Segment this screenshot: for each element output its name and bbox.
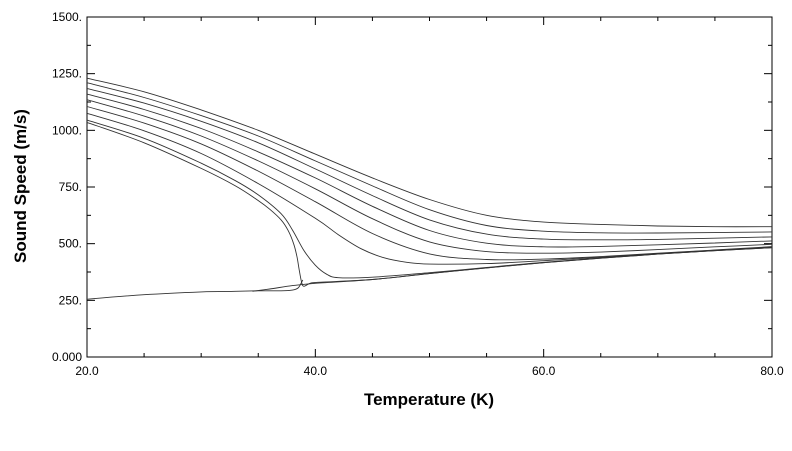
series-line-11 [252, 247, 773, 292]
x-tick-label: 40.0 [304, 364, 328, 378]
series-line-6 [86, 106, 773, 261]
y-tick-label: 750. [59, 180, 82, 194]
plot-frame [86, 16, 773, 358]
y-tick-label: 1250. [52, 67, 82, 81]
y-tick-label: 1500. [52, 10, 82, 24]
series-line-3 [86, 87, 773, 241]
series-line-4 [86, 93, 773, 248]
series-line-2 [86, 82, 773, 234]
x-tick-label: 80.0 [760, 364, 784, 378]
y-tick-label: 500. [59, 237, 82, 251]
y-tick-label: 0.000 [52, 350, 82, 364]
series-line-7 [86, 112, 773, 265]
y-tick-label: 250. [59, 293, 82, 307]
x-tick-label: 60.0 [532, 364, 556, 378]
x-tick-label: 20.0 [75, 364, 99, 378]
series-line-9 [86, 121, 773, 287]
y-tick-label: 1000. [52, 123, 82, 137]
y-axis-title: Sound Speed (m/s) [11, 109, 30, 263]
x-axis-title: Temperature (K) [364, 390, 494, 409]
series-line-10 [86, 279, 304, 300]
series-line-5 [86, 99, 773, 254]
series-line-1 [86, 77, 773, 228]
